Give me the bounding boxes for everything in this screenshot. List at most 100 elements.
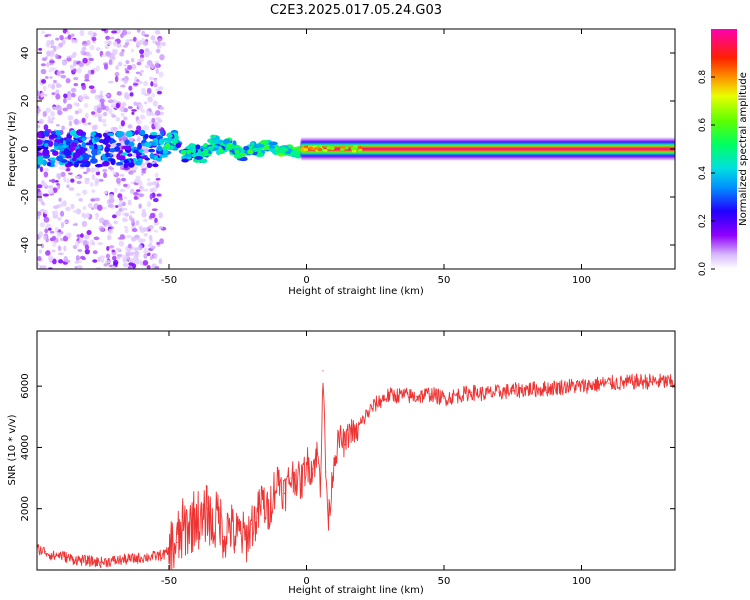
snr-x-ticks: -50 0 50 100 bbox=[161, 331, 591, 587]
heatmap-cell bbox=[136, 125, 142, 132]
snr-data-point bbox=[498, 391, 500, 393]
heatmap-cell bbox=[350, 146, 356, 151]
spectrogram-y-tick-label: 40 bbox=[20, 47, 31, 60]
heatmap-cell bbox=[100, 118, 107, 123]
heatmap-cell bbox=[50, 39, 55, 46]
snr-series-line bbox=[37, 373, 675, 570]
heatmap-cell bbox=[37, 124, 41, 129]
heatmap-cell bbox=[98, 178, 104, 182]
snr-data-point bbox=[278, 477, 280, 479]
heatmap-cell bbox=[49, 60, 56, 64]
heatmap-cell bbox=[104, 40, 109, 45]
heatmap-cell bbox=[50, 130, 56, 135]
heatmap-cell bbox=[42, 93, 48, 97]
snr-data-point bbox=[539, 388, 541, 390]
heatmap-cell bbox=[95, 47, 101, 52]
heatmap-cell bbox=[82, 122, 89, 126]
snr-data-point bbox=[201, 526, 203, 528]
snr-data-point bbox=[608, 382, 610, 384]
heatmap-cell bbox=[131, 63, 137, 70]
heatmap-cell bbox=[156, 241, 161, 245]
heatmap-cell bbox=[51, 178, 56, 184]
snr-data-point bbox=[228, 523, 231, 525]
heatmap-cell bbox=[138, 149, 145, 153]
heatmap-cell bbox=[54, 227, 60, 231]
heatmap-cell bbox=[51, 249, 56, 253]
heatmap-cell bbox=[207, 146, 214, 150]
heatmap-cell bbox=[108, 59, 113, 66]
heatmap-cell bbox=[81, 84, 87, 91]
heatmap-cell bbox=[37, 139, 43, 146]
heatmap-cell bbox=[67, 115, 74, 121]
spectrogram-heatmap bbox=[37, 29, 675, 269]
heatmap-cell bbox=[142, 124, 149, 131]
heatmap-cell bbox=[156, 157, 162, 162]
heatmap-cell bbox=[111, 265, 116, 269]
heatmap-cell bbox=[56, 155, 64, 162]
heatmap-cell bbox=[322, 148, 328, 153]
heatmap-cell bbox=[138, 203, 142, 209]
heatmap-cell bbox=[81, 141, 87, 148]
heatmap-cell bbox=[83, 96, 90, 99]
heatmap-cell bbox=[116, 254, 123, 258]
heatmap-cell bbox=[52, 187, 58, 193]
heatmap-cell bbox=[81, 160, 87, 165]
heatmap-cell bbox=[49, 67, 56, 71]
heatmap-cell bbox=[70, 178, 75, 183]
colorbar-tick-label: 0.8 bbox=[698, 70, 708, 85]
heatmap-cell bbox=[55, 89, 60, 95]
heatmap-cell bbox=[157, 38, 163, 42]
heatmap-cell bbox=[120, 177, 127, 182]
spectrogram-y-tick-label: -40 bbox=[20, 237, 31, 253]
heatmap-cell bbox=[104, 260, 111, 264]
heatmap-cell bbox=[139, 186, 145, 192]
snr-data-point bbox=[457, 394, 459, 396]
snr-data-point bbox=[311, 468, 313, 470]
heatmap-cell bbox=[125, 130, 133, 138]
heatmap-cell bbox=[151, 208, 158, 211]
heatmap-cell bbox=[53, 141, 59, 147]
heatmap-cell bbox=[78, 62, 84, 68]
heatmap-cell bbox=[108, 55, 115, 59]
heatmap-cell bbox=[81, 212, 85, 218]
heatmap-cell bbox=[159, 238, 164, 245]
heatmap-cell bbox=[74, 110, 79, 115]
heatmap-cell bbox=[131, 263, 137, 269]
heatmap-cell bbox=[108, 148, 116, 153]
heatmap-cell bbox=[44, 76, 49, 79]
snr-data-point bbox=[190, 523, 192, 525]
heatmap-cell bbox=[43, 171, 49, 178]
heatmap-cell bbox=[94, 178, 100, 184]
heatmap-cell bbox=[154, 29, 161, 35]
heatmap-cell bbox=[42, 159, 47, 166]
heatmap-cell bbox=[105, 143, 111, 148]
heatmap-cell bbox=[133, 149, 139, 154]
heatmap-cell bbox=[139, 48, 145, 55]
heatmap-cell bbox=[155, 88, 159, 92]
heatmap-cell bbox=[77, 60, 81, 64]
heatmap-cell bbox=[115, 247, 121, 252]
heatmap-cell bbox=[100, 255, 106, 258]
snr-data-point bbox=[58, 554, 60, 556]
heatmap-cell bbox=[226, 143, 232, 148]
heatmap-cell bbox=[63, 245, 67, 252]
heatmap-cell bbox=[52, 150, 59, 156]
heatmap-cell bbox=[135, 40, 141, 47]
heatmap-cell bbox=[277, 148, 283, 153]
heatmap-cell bbox=[68, 120, 73, 127]
heatmap-cell bbox=[195, 144, 201, 150]
heatmap-cell bbox=[120, 120, 125, 127]
heatmap-cell bbox=[61, 125, 65, 131]
heatmap-cell bbox=[144, 93, 150, 97]
heatmap-cell bbox=[135, 220, 140, 226]
heatmap-cell bbox=[119, 188, 126, 193]
heatmap-cell bbox=[238, 157, 248, 162]
heatmap-cell bbox=[39, 222, 46, 228]
snr-frame bbox=[36, 330, 676, 571]
heatmap-cell bbox=[153, 83, 158, 88]
snr-data-point bbox=[382, 397, 385, 400]
heatmap-cell bbox=[105, 253, 110, 259]
heatmap-cell bbox=[156, 45, 162, 49]
heatmap-cell bbox=[136, 136, 142, 142]
heatmap-cell bbox=[55, 124, 60, 127]
